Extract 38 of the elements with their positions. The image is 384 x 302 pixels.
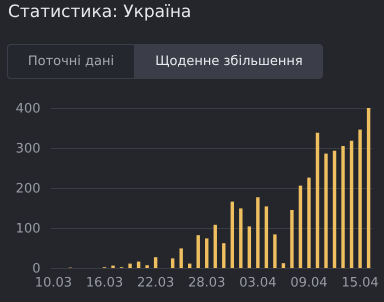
x-tick-label: 16.03 [86,276,124,290]
bar [282,263,286,268]
bar [264,206,268,268]
y-tick-label: 0 [32,262,40,276]
bar [196,235,200,268]
bar [222,243,226,268]
bar [350,140,354,268]
bar [154,257,158,268]
bar [358,130,362,268]
bar [214,224,217,268]
y-tick-label: 300 [16,142,40,156]
text: Поточні дані [7,44,135,79]
y-tick-label: 400 [16,102,40,116]
x-tick-label: 15.04 [341,276,379,290]
bar [205,238,208,268]
bar [273,234,277,268]
bar [145,265,149,268]
y-tick-label: 100 [16,222,40,236]
bar [248,226,252,268]
x-tick-label: 28.03 [188,276,226,290]
bar [128,264,132,268]
bar [239,208,243,268]
bar [256,197,260,268]
bar [188,264,192,268]
x-tick-label: 03.04 [239,276,276,290]
bar [298,186,302,268]
bar [230,202,234,268]
bar [290,210,294,268]
bar [136,262,140,268]
x-tick-label: 22.03 [137,276,174,290]
x-tick-label: 10.03 [34,276,72,290]
x-tick-label: 09.04 [290,276,328,290]
text: Щоденне збільшення [154,53,304,71]
bar [170,258,174,268]
bar [179,248,183,268]
bar [366,108,370,268]
chart-title: Статистика: Україна [8,2,192,22]
y-tick-label: 200 [16,182,40,196]
